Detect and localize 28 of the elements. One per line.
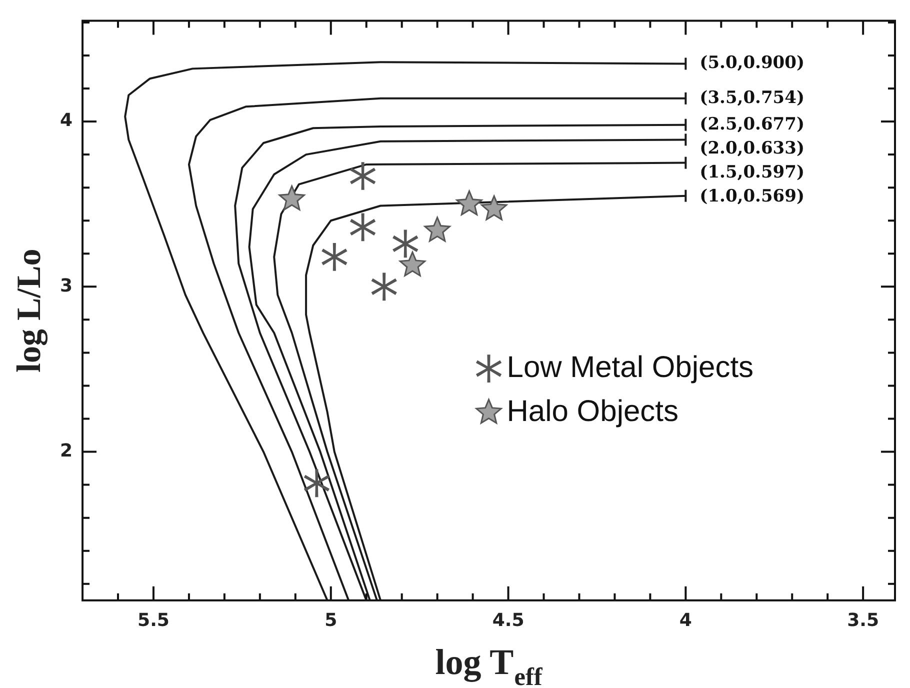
legend-label: (1.0,0.569) (700, 186, 804, 206)
point (350, 213, 376, 242)
point (371, 272, 397, 301)
y-tick-label: 3 (60, 275, 73, 296)
point (278, 185, 305, 210)
y-tick-label: 2 (60, 440, 73, 462)
point (392, 230, 418, 258)
legend-label: Halo Objects (506, 394, 679, 428)
x-tick-label: 4 (679, 610, 692, 631)
point (399, 251, 426, 276)
x-tick-label: 5 (324, 610, 338, 631)
point (304, 469, 330, 498)
x-tick-label: 3.5 (847, 610, 880, 631)
legend-label: (1.5,0.597) (700, 162, 804, 182)
x-tick-label: 5.5 (138, 610, 170, 631)
legend-label: (5.0,0.900) (700, 53, 804, 74)
y-tick-label: 4 (60, 110, 73, 132)
point (424, 216, 450, 242)
y-axis-title: log L/Lo (11, 248, 48, 372)
point (456, 190, 482, 216)
legend-label: (3.5,0.754) (700, 88, 804, 108)
point (322, 243, 348, 271)
point (350, 162, 376, 190)
point (480, 195, 508, 220)
legend-label: Low Metal Objects (506, 350, 754, 384)
legend-label: (2.5,0.677) (700, 114, 804, 134)
legend-label: (2.0,0.633) (700, 138, 804, 158)
x-tick-label: 4.5 (492, 610, 524, 631)
